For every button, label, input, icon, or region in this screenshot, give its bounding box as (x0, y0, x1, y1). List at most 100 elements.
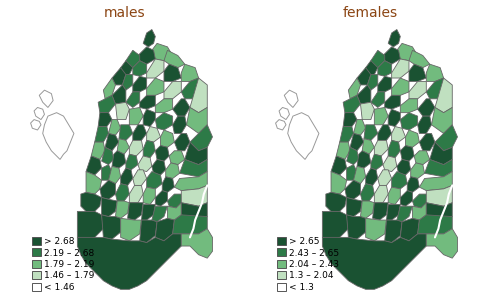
Polygon shape (378, 76, 392, 92)
Polygon shape (400, 191, 412, 206)
Polygon shape (138, 47, 156, 64)
Polygon shape (412, 194, 426, 208)
Polygon shape (143, 187, 156, 204)
Polygon shape (116, 102, 130, 119)
Polygon shape (426, 229, 458, 258)
Polygon shape (130, 185, 143, 203)
Polygon shape (400, 99, 417, 113)
Polygon shape (372, 203, 388, 220)
Polygon shape (366, 61, 378, 76)
Polygon shape (172, 215, 208, 234)
Polygon shape (164, 64, 182, 81)
Polygon shape (112, 85, 126, 104)
Polygon shape (400, 146, 414, 161)
Title: females: females (342, 6, 398, 20)
Polygon shape (362, 139, 374, 154)
Polygon shape (371, 50, 384, 68)
Polygon shape (343, 95, 360, 113)
Polygon shape (331, 156, 346, 175)
Polygon shape (397, 159, 410, 175)
Polygon shape (108, 166, 120, 184)
Polygon shape (397, 44, 417, 61)
Polygon shape (364, 125, 378, 140)
Polygon shape (86, 172, 102, 194)
Polygon shape (392, 172, 407, 189)
Polygon shape (120, 218, 142, 241)
Polygon shape (374, 185, 388, 203)
Polygon shape (128, 203, 143, 220)
Polygon shape (331, 172, 346, 194)
Polygon shape (186, 108, 208, 134)
Polygon shape (152, 159, 166, 175)
Polygon shape (409, 50, 430, 68)
Polygon shape (102, 147, 114, 164)
Polygon shape (366, 168, 378, 185)
Polygon shape (140, 95, 156, 109)
Polygon shape (78, 211, 104, 241)
Polygon shape (357, 85, 371, 104)
Polygon shape (182, 203, 208, 220)
Polygon shape (182, 78, 202, 99)
Polygon shape (116, 184, 130, 201)
Polygon shape (142, 204, 156, 220)
Polygon shape (418, 99, 435, 116)
Polygon shape (133, 76, 146, 92)
Polygon shape (152, 206, 168, 222)
Polygon shape (156, 99, 172, 113)
Polygon shape (172, 116, 186, 134)
Polygon shape (190, 125, 212, 151)
Polygon shape (86, 156, 102, 175)
Polygon shape (343, 113, 357, 127)
Polygon shape (185, 142, 208, 164)
Polygon shape (378, 125, 392, 140)
Polygon shape (126, 92, 140, 108)
Polygon shape (420, 134, 435, 151)
Polygon shape (174, 134, 190, 151)
Polygon shape (91, 142, 105, 159)
Polygon shape (357, 68, 371, 85)
Polygon shape (140, 220, 157, 243)
Polygon shape (180, 159, 208, 177)
Polygon shape (143, 140, 156, 158)
Polygon shape (392, 59, 409, 78)
Polygon shape (346, 198, 362, 217)
Polygon shape (102, 215, 120, 239)
Polygon shape (146, 59, 164, 78)
Polygon shape (336, 142, 350, 159)
Polygon shape (397, 206, 412, 222)
Polygon shape (435, 78, 452, 113)
Polygon shape (98, 95, 116, 113)
Polygon shape (169, 151, 185, 164)
Polygon shape (435, 125, 458, 151)
Polygon shape (130, 140, 143, 156)
Polygon shape (400, 218, 419, 241)
Polygon shape (388, 140, 400, 158)
Polygon shape (322, 211, 348, 241)
Polygon shape (384, 95, 400, 109)
Polygon shape (366, 218, 386, 241)
Polygon shape (392, 78, 409, 95)
Polygon shape (152, 44, 172, 61)
Polygon shape (78, 234, 182, 289)
Polygon shape (143, 30, 156, 47)
Polygon shape (98, 113, 112, 127)
Polygon shape (346, 215, 366, 239)
Polygon shape (156, 113, 172, 130)
Polygon shape (378, 61, 392, 76)
Polygon shape (126, 154, 138, 170)
Polygon shape (168, 194, 181, 208)
Polygon shape (360, 184, 374, 201)
Polygon shape (156, 146, 169, 161)
Polygon shape (162, 177, 174, 192)
Polygon shape (388, 109, 400, 127)
Polygon shape (120, 168, 133, 185)
Polygon shape (146, 127, 160, 142)
Polygon shape (388, 187, 400, 204)
Polygon shape (424, 159, 452, 177)
Polygon shape (374, 108, 388, 125)
Polygon shape (182, 229, 212, 258)
Polygon shape (409, 81, 426, 99)
Polygon shape (182, 185, 208, 206)
Polygon shape (100, 180, 116, 199)
Polygon shape (418, 116, 432, 134)
